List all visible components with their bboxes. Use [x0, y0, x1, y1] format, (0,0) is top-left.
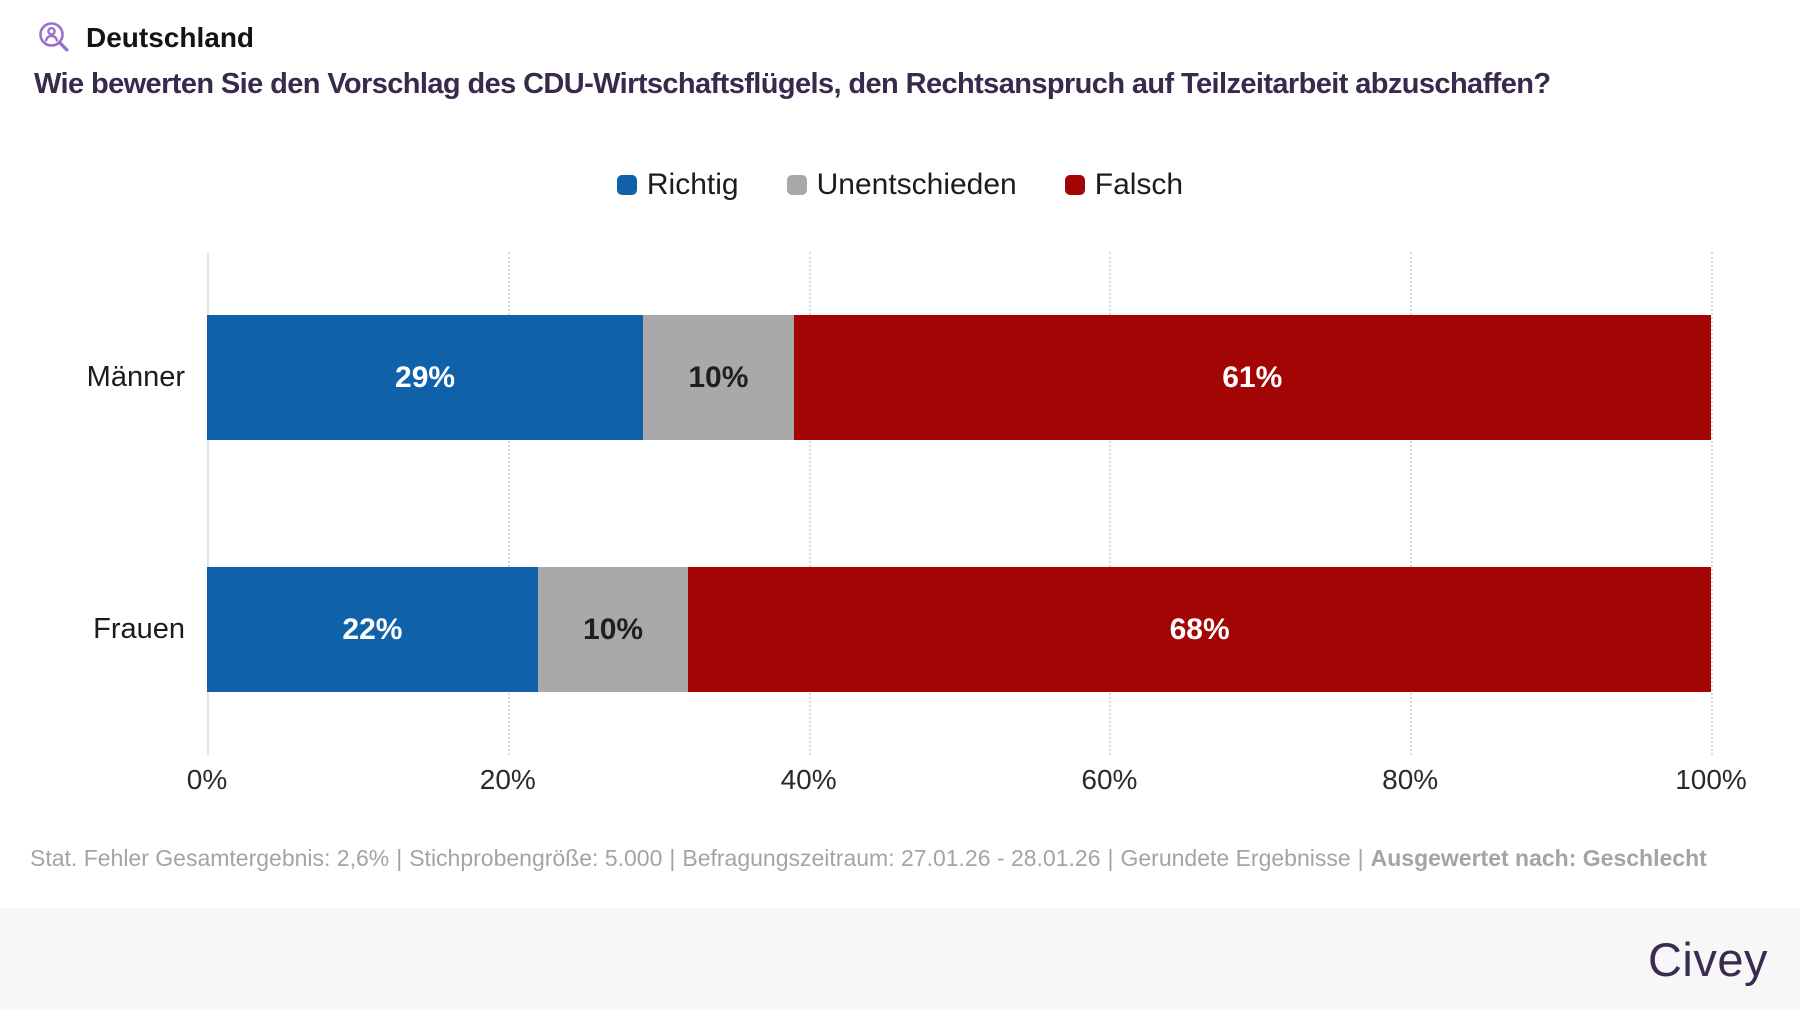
bar-segment-frauen-unentschieden: 10%	[537, 567, 689, 692]
bar-value-label: 10%	[583, 612, 644, 646]
methodology-footnote: Stat. Fehler Gesamtergebnis: 2,6% | Stichp…	[30, 843, 1780, 873]
legend-swatch-falsch	[1064, 175, 1085, 195]
brand-footer: Civey	[0, 908, 1800, 1010]
footnote-segment: Stat. Fehler Gesamtergebnis: 2,6%	[30, 845, 390, 871]
x-tick-60%: 60%	[1081, 764, 1138, 795]
bar-value-label: 29%	[395, 360, 456, 394]
region-label: Deutschland	[86, 22, 255, 53]
bar-segment-m-nner-richtig: 29%	[207, 315, 644, 440]
gridline-0%	[207, 252, 209, 755]
legend-label: Falsch	[1094, 168, 1184, 201]
bar-row-frauen: 22% 10% 68%	[207, 567, 1711, 692]
footnote-separator: |	[396, 845, 403, 871]
footnote-segment: Befragungszeitraum: 27.01.26 - 28.01.26	[682, 845, 1101, 871]
legend-label: Unentschieden	[816, 168, 1017, 201]
footnote-segment: Stichprobengröße: 5.000	[409, 845, 663, 871]
gridline-100%	[1711, 252, 1713, 755]
category-label-frauen: Frauen	[93, 613, 185, 645]
legend-swatch-richtig	[616, 175, 637, 195]
bar-value-label: 10%	[688, 360, 749, 394]
gridline-80%	[1410, 252, 1413, 755]
poll-question: Wie bewerten Sie den Vorschlag des CDU-W…	[34, 68, 1551, 100]
x-axis: 0% 20% 40% 60% 80% 100%	[187, 764, 1747, 800]
bar-segment-frauen-richtig: 22%	[207, 567, 538, 692]
region-header: Deutschland	[36, 20, 254, 56]
category-label-m-nner: Männer	[86, 361, 185, 393]
legend-label: Richtig	[646, 168, 739, 201]
bar-row-m-nner: 29% 10% 61%	[207, 315, 1711, 440]
legend-item-unentschieden: Unentschieden	[786, 168, 1017, 202]
chart-plot-area: 29% 10% 61% 22% 10% 68%	[207, 252, 1713, 755]
gridline-60%	[1109, 252, 1112, 755]
gridline-40%	[808, 252, 811, 755]
civey-logo: Civey	[1647, 932, 1768, 986]
bar-segment-m-nner-unentschieden: 10%	[643, 315, 794, 440]
x-tick-0%: 0%	[186, 764, 228, 795]
footnote-segment: Gerundete Ergebnisse	[1120, 845, 1351, 871]
bar-segment-frauen-falsch: 68%	[688, 567, 1711, 692]
gridline-20%	[507, 252, 510, 755]
legend-swatch-unentschieden	[786, 175, 807, 195]
bar-value-label: 61%	[1222, 360, 1283, 394]
footnote-separator: |	[1357, 845, 1364, 871]
bar-value-label: 68%	[1169, 612, 1230, 646]
legend-item-falsch: Falsch	[1064, 168, 1184, 202]
chart-legend: Richtig Unentschieden Falsch	[0, 168, 1800, 202]
person-magnifier-icon	[39, 22, 69, 52]
x-tick-80%: 80%	[1382, 764, 1439, 795]
footnote-separator: |	[669, 845, 676, 871]
legend-item-richtig: Richtig	[616, 168, 739, 202]
footnote-segment: Ausgewertet nach: Geschlecht	[1370, 845, 1707, 871]
bar-segment-m-nner-falsch: 61%	[793, 315, 1711, 440]
x-tick-100%: 100%	[1675, 764, 1747, 795]
bar-value-label: 22%	[342, 612, 403, 646]
footnote-separator: |	[1107, 845, 1114, 871]
x-tick-40%: 40%	[780, 764, 837, 795]
x-tick-20%: 20%	[479, 764, 536, 795]
